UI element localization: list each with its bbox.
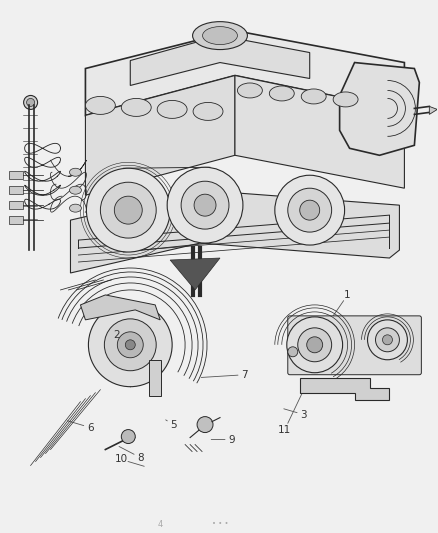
Circle shape — [367, 320, 407, 360]
Polygon shape — [85, 30, 404, 116]
Ellipse shape — [121, 99, 151, 116]
Polygon shape — [170, 258, 220, 290]
Polygon shape — [235, 76, 404, 188]
Text: 2: 2 — [113, 330, 120, 340]
Polygon shape — [429, 107, 437, 115]
Circle shape — [194, 194, 216, 216]
Text: 9: 9 — [229, 434, 235, 445]
Ellipse shape — [269, 86, 294, 101]
Text: 11: 11 — [278, 425, 291, 434]
Ellipse shape — [70, 168, 81, 176]
Circle shape — [117, 332, 143, 358]
Polygon shape — [130, 36, 310, 85]
Ellipse shape — [333, 92, 358, 107]
Circle shape — [27, 99, 35, 107]
Circle shape — [197, 417, 213, 433]
Circle shape — [24, 95, 38, 109]
Text: 1: 1 — [344, 290, 351, 300]
Circle shape — [300, 200, 320, 220]
Circle shape — [167, 167, 243, 243]
Text: 4: 4 — [158, 520, 163, 529]
Ellipse shape — [70, 204, 81, 212]
Polygon shape — [71, 190, 399, 273]
Circle shape — [121, 430, 135, 443]
Polygon shape — [85, 76, 235, 195]
Text: 3: 3 — [300, 410, 307, 419]
Circle shape — [288, 188, 332, 232]
Bar — [9, 186, 23, 194]
Ellipse shape — [193, 102, 223, 120]
Circle shape — [86, 168, 170, 252]
Circle shape — [375, 328, 399, 352]
Bar — [9, 216, 23, 224]
Polygon shape — [81, 295, 160, 320]
Circle shape — [382, 335, 392, 345]
Circle shape — [114, 196, 142, 224]
Circle shape — [307, 337, 323, 353]
Text: 7: 7 — [242, 370, 248, 379]
Circle shape — [181, 181, 229, 229]
Circle shape — [88, 303, 172, 386]
Circle shape — [275, 175, 345, 245]
Polygon shape — [300, 378, 389, 400]
Ellipse shape — [85, 96, 115, 115]
Text: 10: 10 — [115, 455, 128, 464]
Text: • • •: • • • — [212, 521, 228, 527]
Polygon shape — [339, 62, 419, 155]
Circle shape — [288, 347, 298, 357]
Ellipse shape — [193, 22, 247, 50]
Bar — [149, 360, 161, 395]
FancyBboxPatch shape — [288, 316, 421, 375]
Circle shape — [100, 182, 156, 238]
Ellipse shape — [202, 27, 237, 45]
Text: 5: 5 — [170, 419, 177, 430]
Ellipse shape — [301, 89, 326, 104]
Circle shape — [125, 340, 135, 350]
Ellipse shape — [157, 100, 187, 118]
Circle shape — [287, 317, 343, 373]
Ellipse shape — [237, 83, 262, 98]
Bar — [9, 171, 23, 179]
Text: 8: 8 — [137, 453, 144, 463]
Bar — [9, 201, 23, 209]
Text: 6: 6 — [87, 423, 94, 433]
Circle shape — [298, 328, 332, 362]
Circle shape — [104, 319, 156, 371]
Ellipse shape — [70, 186, 81, 194]
